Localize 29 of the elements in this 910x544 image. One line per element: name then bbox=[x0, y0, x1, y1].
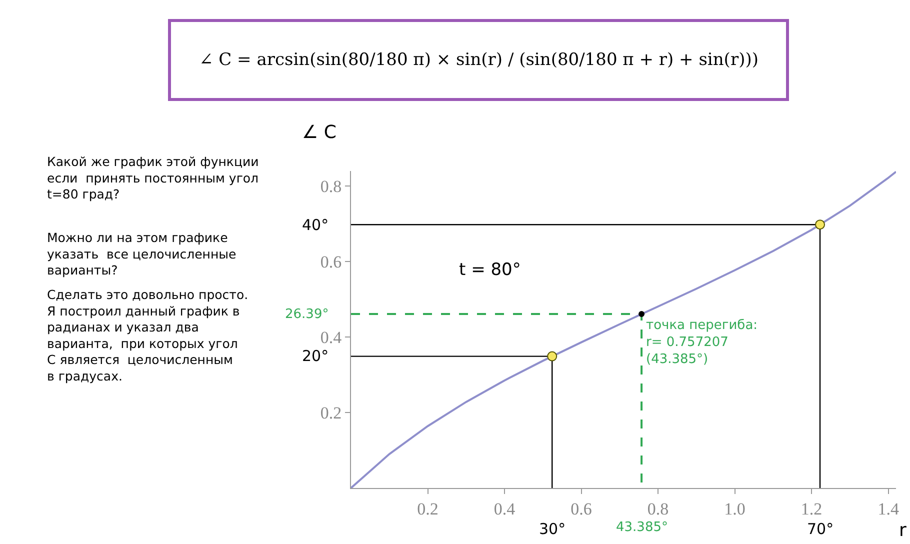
x-axis-title: r bbox=[899, 520, 907, 541]
annotation: 43.385° bbox=[616, 520, 668, 535]
line-series bbox=[351, 171, 896, 488]
annotation: 20° bbox=[302, 347, 329, 365]
text: Можно ли на этом графике указать все целочисленные варианты? bbox=[47, 230, 237, 278]
y-tick-label: 0.6 bbox=[320, 252, 342, 272]
y-tick-label: 0.8 bbox=[320, 177, 342, 196]
annotation: 30° bbox=[539, 520, 566, 538]
annotation: 26.39° bbox=[285, 307, 329, 322]
point bbox=[547, 351, 558, 362]
annotation: 40° bbox=[302, 216, 329, 234]
y-axis-title: ∠ C bbox=[302, 122, 336, 143]
x-tick-label: 0.6 bbox=[570, 499, 592, 518]
point bbox=[638, 311, 645, 318]
x-tick-label: 1.0 bbox=[724, 499, 746, 518]
point bbox=[815, 220, 826, 230]
annotation: 70° bbox=[807, 520, 834, 538]
y-tick-label: 0.2 bbox=[320, 403, 342, 422]
text: Какой же график этой функции если принять постоянным угол t=80 град? bbox=[47, 154, 259, 202]
y-tick-label: 0.4 bbox=[320, 328, 342, 347]
annotation: точка перегиба: r= 0.757207 (43.385°) bbox=[646, 318, 758, 367]
chart-title: ∠ C = arcsin(sin(80/180 π) × sin(r) / (sin(80/180 π + r) + sin(r))) bbox=[199, 50, 758, 70]
annotation: t = 80° bbox=[459, 260, 521, 280]
x-tick-label: 1.4 bbox=[878, 499, 900, 518]
x-tick-label: 1.2 bbox=[800, 499, 822, 518]
x-tick-label: 0.8 bbox=[647, 499, 669, 518]
x-tick-label: 0.4 bbox=[494, 499, 516, 518]
x-tick-label: 0.2 bbox=[417, 499, 438, 518]
text: Сделать это довольно просто. Я построил данный график в радианах и указал два варианта, при которых угол C является целочисленным в градусах. bbox=[47, 287, 248, 384]
